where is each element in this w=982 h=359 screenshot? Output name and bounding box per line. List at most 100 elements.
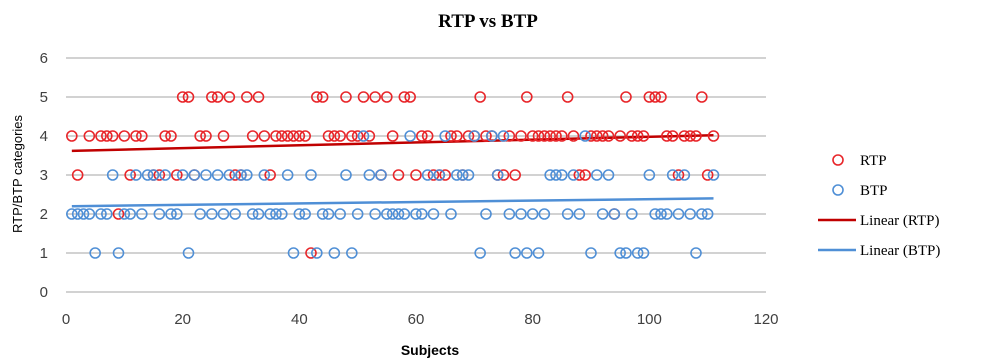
- data-point-rtp: [532, 130, 545, 142]
- data-point-rtp: [684, 130, 696, 142]
- data-point-rtp: [246, 130, 259, 142]
- data-point-btp: [497, 130, 510, 142]
- data-point-rtp: [217, 130, 230, 142]
- data-point-btp: [538, 208, 551, 220]
- data-point-rtp: [334, 130, 346, 142]
- data-point-rtp: [427, 169, 440, 181]
- data-point-rtp: [497, 169, 510, 181]
- data-point-rtp: [550, 130, 562, 142]
- y-tick-label: 4: [40, 128, 48, 145]
- data-point-rtp: [264, 169, 276, 181]
- data-point-btp: [550, 169, 562, 181]
- data-point-btp: [363, 169, 376, 181]
- data-point-btp: [521, 247, 533, 259]
- data-point-rtp: [66, 130, 78, 142]
- data-point-btp: [112, 247, 125, 259]
- data-point-btp: [241, 169, 253, 181]
- y-tick-labels: 0 1 2 3 4 5 6: [40, 50, 48, 301]
- y-tick-label: 6: [40, 50, 48, 67]
- data-point-rtp: [83, 130, 96, 142]
- data-point-btp: [427, 208, 440, 220]
- data-point-btp: [381, 208, 393, 220]
- data-point-rtp: [252, 91, 265, 103]
- data-point-rtp: [474, 91, 486, 103]
- data-point-btp: [200, 169, 212, 181]
- data-point-rtp: [421, 130, 434, 142]
- data-point-btp: [456, 169, 469, 181]
- data-point-rtp: [293, 130, 306, 142]
- series-btp: [66, 130, 720, 259]
- data-point-btp: [71, 208, 84, 220]
- x-axis-title: Subjects: [401, 342, 460, 358]
- data-point-rtp: [416, 130, 428, 142]
- data-point-rtp: [637, 130, 650, 142]
- data-point-rtp: [556, 130, 568, 142]
- data-point-rtp: [200, 130, 212, 142]
- data-point-btp: [480, 208, 492, 220]
- data-point-btp: [223, 169, 236, 181]
- data-point-btp: [188, 169, 201, 181]
- data-point-btp: [486, 130, 498, 142]
- x-tick-label: 80: [524, 311, 541, 328]
- data-point-btp: [293, 208, 306, 220]
- data-point-btp: [211, 169, 224, 181]
- data-point-rtp: [620, 91, 632, 103]
- data-point-rtp: [649, 91, 661, 103]
- data-point-rtp: [287, 130, 300, 142]
- data-point-btp: [346, 247, 358, 259]
- data-point-btp: [153, 208, 166, 220]
- data-point-rtp: [299, 130, 311, 142]
- data-point-rtp: [526, 130, 539, 142]
- data-point-rtp: [241, 91, 253, 103]
- legend-label-btp: BTP: [860, 183, 888, 199]
- data-point-rtp: [690, 130, 702, 142]
- data-point-btp: [404, 130, 416, 142]
- data-point-rtp: [544, 130, 556, 142]
- data-point-btp: [696, 208, 708, 220]
- data-point-btp: [532, 247, 545, 259]
- data-point-btp: [416, 208, 428, 220]
- data-point-rtp: [130, 130, 142, 142]
- data-point-btp: [182, 247, 195, 259]
- data-point-rtp: [451, 130, 463, 142]
- data-point-btp: [672, 208, 685, 220]
- data-point-rtp: [626, 130, 638, 142]
- data-point-btp: [678, 169, 691, 181]
- data-point-rtp: [602, 130, 615, 142]
- data-point-btp: [573, 208, 586, 220]
- data-point-btp: [666, 169, 679, 181]
- data-point-rtp: [614, 130, 626, 142]
- data-point-btp: [526, 208, 539, 220]
- data-point-btp: [684, 208, 696, 220]
- legend-marker-rtp: [832, 154, 844, 166]
- data-point-rtp: [707, 130, 720, 142]
- data-point-btp: [328, 247, 341, 259]
- x-tick-labels: 0 20 40 60 80 100 120: [62, 311, 779, 328]
- data-point-btp: [276, 208, 288, 220]
- data-point-rtp: [346, 130, 358, 142]
- data-point-btp: [439, 130, 451, 142]
- data-point-btp: [392, 208, 405, 220]
- data-point-rtp: [176, 91, 189, 103]
- y-tick-label: 2: [40, 206, 48, 223]
- data-point-rtp: [211, 91, 224, 103]
- data-point-rtp: [561, 91, 574, 103]
- data-point-rtp: [322, 130, 335, 142]
- data-point-rtp: [521, 91, 533, 103]
- x-tick-label: 0: [62, 311, 70, 328]
- data-point-btp: [66, 208, 78, 220]
- data-point-btp: [474, 247, 486, 259]
- gridlines: [66, 57, 766, 254]
- data-point-btp: [544, 169, 556, 181]
- legend-label-trend-rtp: Linear (RTP): [860, 213, 940, 229]
- data-point-btp: [445, 208, 457, 220]
- data-point-rtp: [136, 130, 148, 142]
- x-tick-label: 120: [753, 311, 778, 328]
- data-point-rtp: [182, 91, 195, 103]
- data-point-rtp: [666, 130, 679, 142]
- data-point-btp: [83, 208, 96, 220]
- data-point-rtp: [124, 169, 136, 181]
- data-point-btp: [398, 208, 411, 220]
- data-point-btp: [637, 247, 650, 259]
- data-point-btp: [235, 169, 247, 181]
